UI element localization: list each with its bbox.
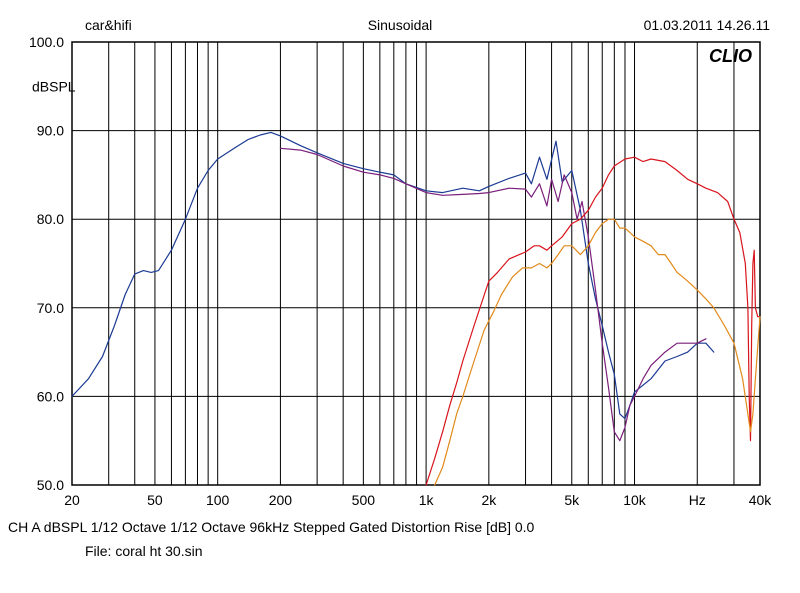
header-left: car&hifi <box>85 17 132 33</box>
x-tick-label: Hz <box>689 492 706 508</box>
frequency-response-chart: 50.0 60.0 70.0 80.0 90.0 100.0 dBSPL 20 50 100 200… <box>0 0 800 593</box>
x-tick-label: 500 <box>352 492 376 508</box>
footer-line-1: CH A dBSPL 1/12 Octave 1/12 Octave 96kHz… <box>8 519 535 535</box>
x-tick-label: 5k <box>564 492 580 508</box>
brand-label: CLIO <box>709 46 752 66</box>
x-tick-label: 40k <box>749 492 773 508</box>
x-tick-label: 2k <box>481 492 497 508</box>
x-tick-label: 200 <box>269 492 293 508</box>
x-tick-label: 10k <box>623 492 647 508</box>
y-axis-label: dBSPL <box>32 78 76 94</box>
y-tick-label: 60.0 <box>37 388 64 404</box>
y-tick-label: 80.0 <box>37 211 64 227</box>
x-tick-label: 50 <box>147 492 163 508</box>
header-right: 01.03.2011 14.26.11 <box>644 17 771 33</box>
x-tick-label: 1k <box>419 492 435 508</box>
y-tick-label: 90.0 <box>37 123 64 139</box>
header-center: Sinusoidal <box>368 17 433 33</box>
footer-line-2: File: coral ht 30.sin <box>85 543 203 559</box>
y-tick-label: 70.0 <box>37 300 64 316</box>
y-tick-label: 100.0 <box>29 34 64 50</box>
x-tick-label: 100 <box>206 492 230 508</box>
x-tick-label: 20 <box>64 492 80 508</box>
y-tick-label: 50.0 <box>37 477 64 493</box>
